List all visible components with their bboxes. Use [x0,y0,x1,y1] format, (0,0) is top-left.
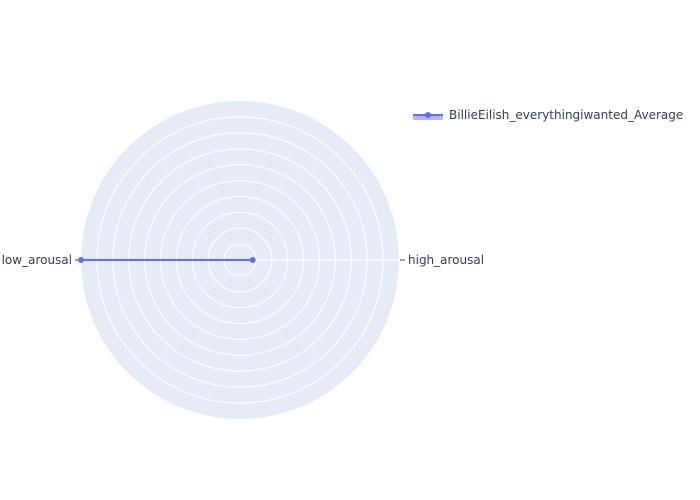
legend[interactable]: BillieEilish_everythingiwanted_Average [413,108,683,122]
series-trace [78,257,256,263]
legend-swatch-marker [425,112,431,118]
data-point-high-arousal[interactable] [249,257,256,263]
axis-label-low-arousal: low_arousal [2,253,72,267]
axis-label-high-arousal: high_arousal [408,253,484,267]
data-point-low-arousal[interactable] [78,257,84,263]
angular-axis: high_arousal low_arousal [2,253,484,267]
legend-label: BillieEilish_everythingiwanted_Average [449,108,683,122]
